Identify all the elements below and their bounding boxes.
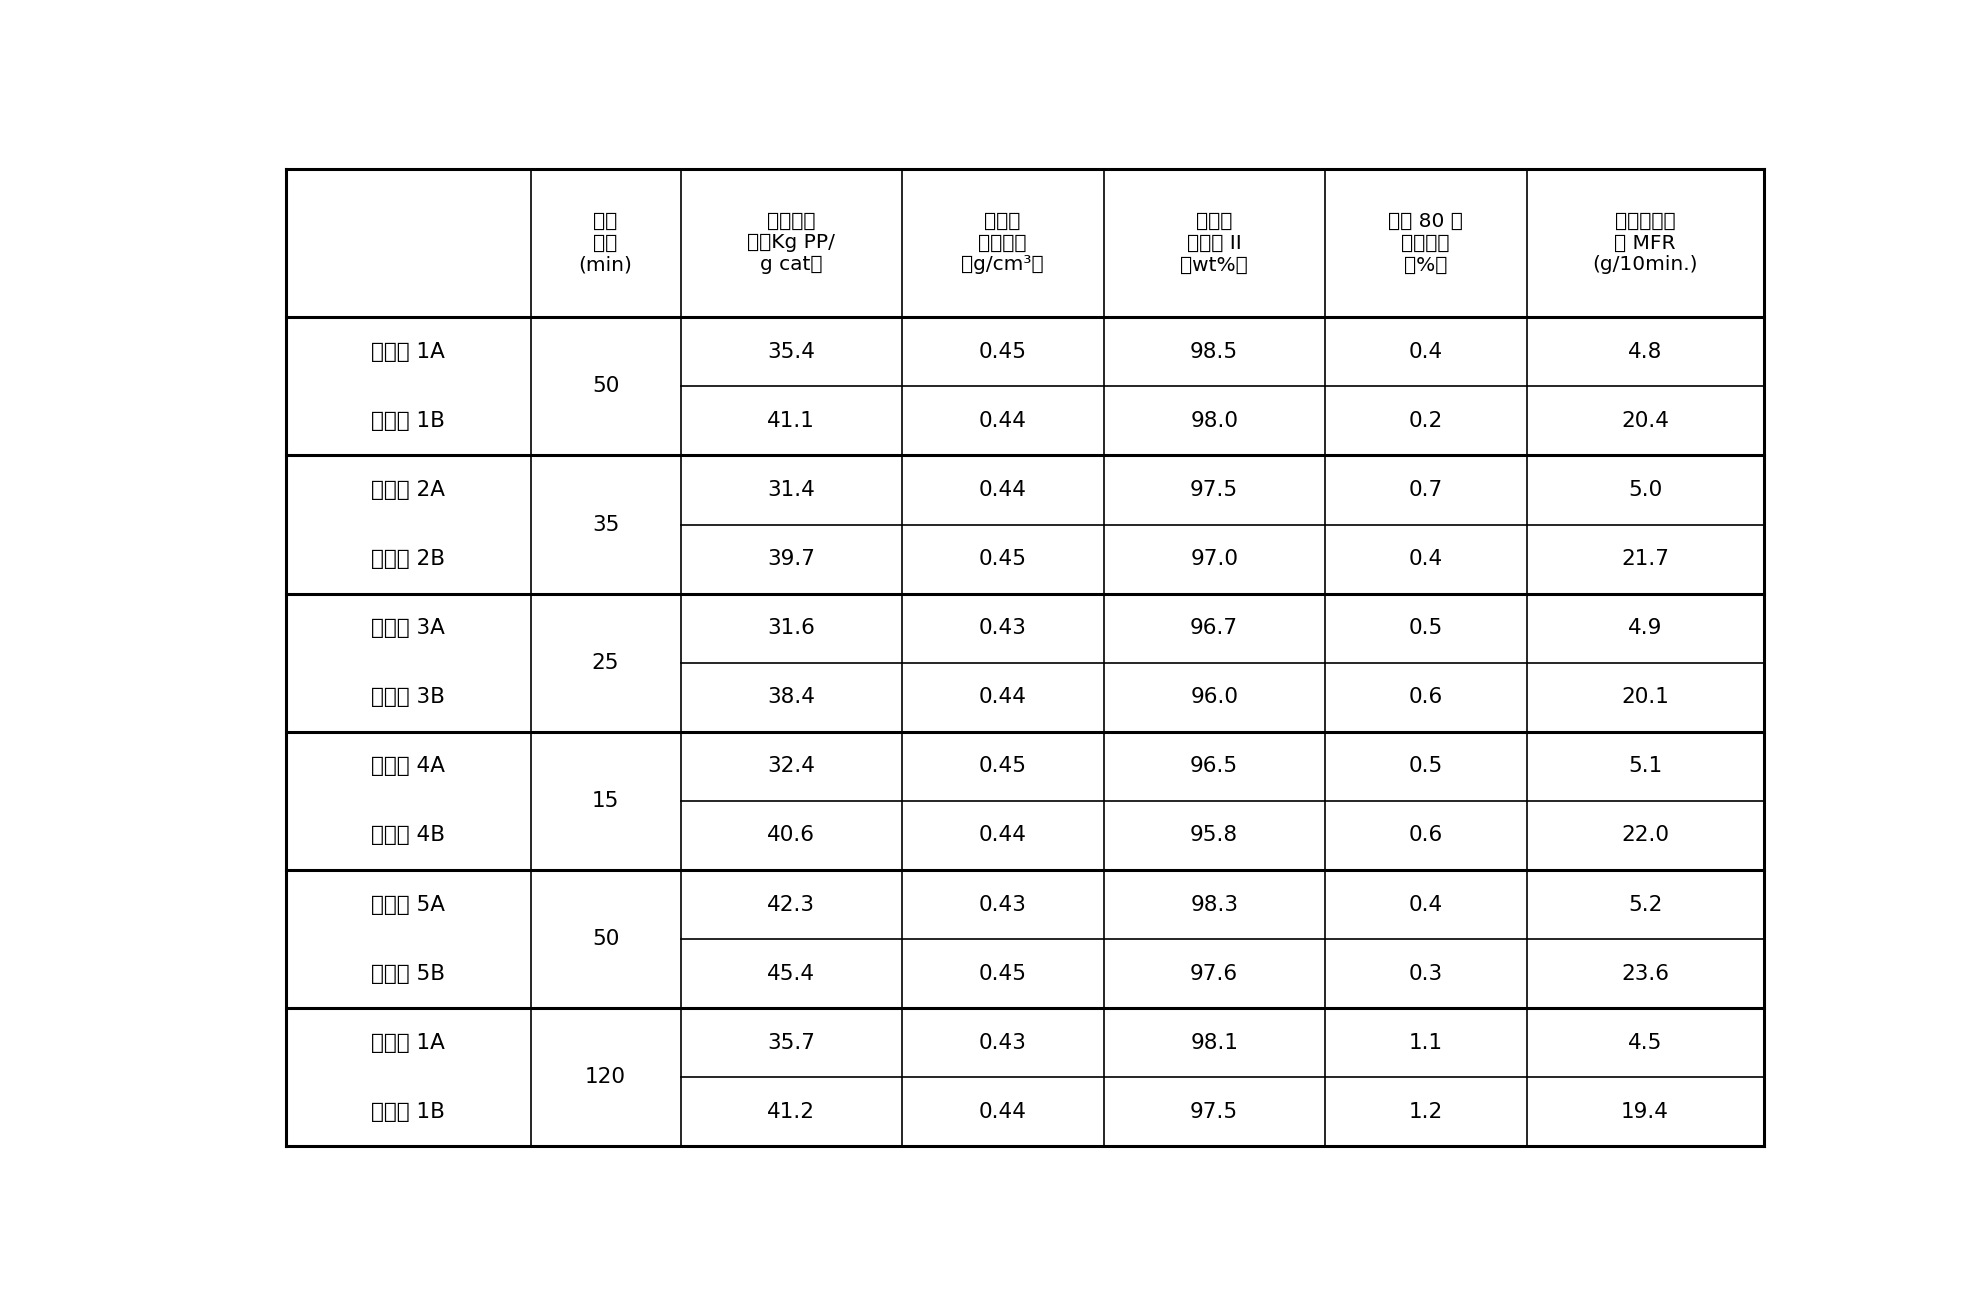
Text: 0.3: 0.3 — [1408, 963, 1443, 984]
Text: 实施例 4A: 实施例 4A — [370, 757, 446, 776]
Text: 5.0: 5.0 — [1628, 480, 1663, 500]
Text: 0.45: 0.45 — [978, 342, 1026, 361]
Text: 97.5: 97.5 — [1190, 480, 1238, 500]
Text: 0.43: 0.43 — [978, 619, 1026, 638]
Text: 实施例 1A: 实施例 1A — [372, 342, 446, 361]
Text: 15: 15 — [592, 791, 620, 810]
Text: 对比例 1A: 对比例 1A — [372, 1032, 446, 1053]
Text: 5.2: 5.2 — [1628, 894, 1663, 915]
Text: 40.6: 40.6 — [766, 826, 816, 846]
Text: 0.44: 0.44 — [978, 480, 1026, 500]
Text: 41.2: 41.2 — [766, 1101, 816, 1122]
Text: 0.44: 0.44 — [978, 1101, 1026, 1122]
Text: 42.3: 42.3 — [766, 894, 816, 915]
Text: 0.6: 0.6 — [1408, 826, 1443, 846]
Text: 0.4: 0.4 — [1408, 894, 1443, 915]
Text: 39.7: 39.7 — [766, 549, 816, 569]
Text: 20.1: 20.1 — [1622, 688, 1669, 707]
Text: 实施例 3A: 实施例 3A — [372, 619, 446, 638]
Text: 实施例 2A: 实施例 2A — [370, 480, 446, 500]
Text: 实施例 3B: 实施例 3B — [372, 688, 446, 707]
Text: 4.8: 4.8 — [1628, 342, 1663, 361]
Text: 97.5: 97.5 — [1190, 1101, 1238, 1122]
Text: 0.43: 0.43 — [978, 1032, 1026, 1053]
Text: 31.6: 31.6 — [766, 619, 816, 638]
Text: 25: 25 — [592, 652, 620, 673]
Text: 41.1: 41.1 — [766, 411, 816, 431]
Text: 20.4: 20.4 — [1622, 411, 1669, 431]
Text: 96.0: 96.0 — [1190, 688, 1238, 707]
Text: 0.44: 0.44 — [978, 411, 1026, 431]
Text: 实施例 5A: 实施例 5A — [370, 894, 446, 915]
Text: 5.1: 5.1 — [1628, 757, 1663, 776]
Text: 96.7: 96.7 — [1190, 619, 1238, 638]
Text: 50: 50 — [592, 376, 620, 397]
Text: 21.7: 21.7 — [1622, 549, 1669, 569]
Text: 0.5: 0.5 — [1408, 619, 1443, 638]
Text: 1.2: 1.2 — [1408, 1101, 1443, 1122]
Text: 23.6: 23.6 — [1622, 963, 1669, 984]
Text: 实施例 4B: 实施例 4B — [370, 826, 446, 846]
Text: 98.0: 98.0 — [1190, 411, 1238, 431]
Text: 0.7: 0.7 — [1408, 480, 1443, 500]
Text: 0.4: 0.4 — [1408, 342, 1443, 361]
Text: 聚合物
表观密度
（g/cm³）: 聚合物 表观密度 （g/cm³） — [962, 211, 1043, 274]
Text: 95.8: 95.8 — [1190, 826, 1238, 846]
Text: 0.44: 0.44 — [978, 826, 1026, 846]
Text: 0.45: 0.45 — [978, 963, 1026, 984]
Text: 实施例 1B: 实施例 1B — [372, 411, 446, 431]
Text: 熔体流动指
数 MFR
(g/10min.): 熔体流动指 数 MFR (g/10min.) — [1592, 211, 1699, 274]
Text: 50: 50 — [592, 929, 620, 949]
Text: 4.5: 4.5 — [1628, 1032, 1663, 1053]
Text: 实施例 5B: 实施例 5B — [370, 963, 446, 984]
Text: 0.44: 0.44 — [978, 688, 1026, 707]
Text: 35.4: 35.4 — [766, 342, 816, 361]
Text: 45.4: 45.4 — [766, 963, 816, 984]
Text: 0.45: 0.45 — [978, 549, 1026, 569]
Text: 0.5: 0.5 — [1408, 757, 1443, 776]
Text: 120: 120 — [584, 1067, 626, 1087]
Text: 0.2: 0.2 — [1408, 411, 1443, 431]
Text: 19.4: 19.4 — [1622, 1101, 1669, 1122]
Text: 32.4: 32.4 — [766, 757, 816, 776]
Text: 0.45: 0.45 — [978, 757, 1026, 776]
Text: 溶解
时间
(min): 溶解 时间 (min) — [578, 211, 632, 274]
Text: 98.1: 98.1 — [1190, 1032, 1238, 1053]
Text: 98.5: 98.5 — [1190, 342, 1238, 361]
Text: 22.0: 22.0 — [1622, 826, 1669, 846]
Text: 聚合物
等规度 II
（wt%）: 聚合物 等规度 II （wt%） — [1180, 211, 1247, 274]
Text: 0.43: 0.43 — [978, 894, 1026, 915]
Text: 实施例 2B: 实施例 2B — [370, 549, 446, 569]
Text: 31.4: 31.4 — [766, 480, 816, 500]
Text: 97.0: 97.0 — [1190, 549, 1238, 569]
Text: 38.4: 38.4 — [766, 688, 816, 707]
Text: 97.6: 97.6 — [1190, 963, 1238, 984]
Text: 催化剂活
性（Kg PP/
g cat）: 催化剂活 性（Kg PP/ g cat） — [746, 211, 836, 274]
Text: 1.1: 1.1 — [1408, 1032, 1443, 1053]
Text: 4.9: 4.9 — [1628, 619, 1663, 638]
Text: 35: 35 — [592, 514, 620, 535]
Text: 35.7: 35.7 — [766, 1032, 816, 1053]
Text: 0.6: 0.6 — [1408, 688, 1443, 707]
Text: 96.5: 96.5 — [1190, 757, 1238, 776]
Text: 小于 80 目
细粉含量
（%）: 小于 80 目 细粉含量 （%） — [1388, 211, 1463, 274]
Text: 对比例 1B: 对比例 1B — [372, 1101, 446, 1122]
Text: 0.4: 0.4 — [1408, 549, 1443, 569]
Text: 98.3: 98.3 — [1190, 894, 1238, 915]
